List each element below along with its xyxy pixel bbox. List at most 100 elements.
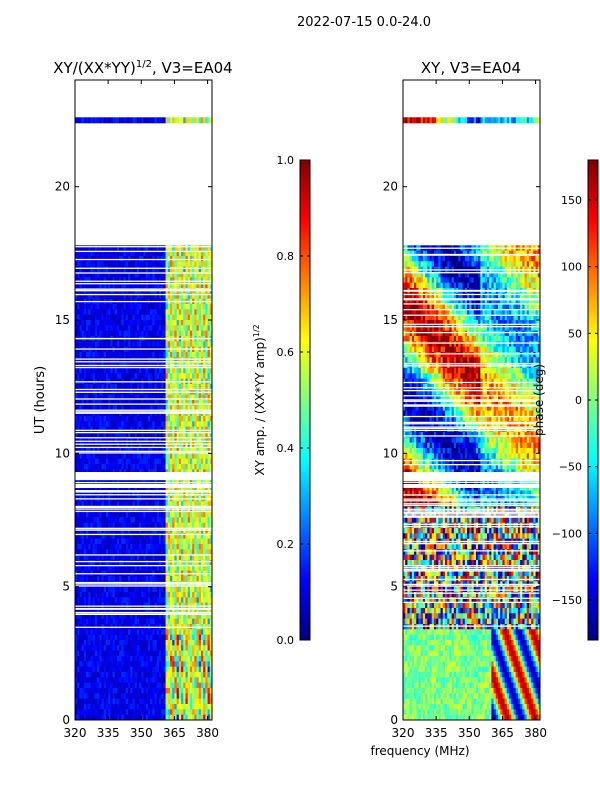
- heatmap-cell: [121, 293, 125, 300]
- heatmap-cell: [174, 432, 178, 438]
- heatmap-cell: [203, 512, 206, 518]
- heatmap-cell: [97, 576, 100, 582]
- heatmap-cell: [165, 117, 169, 124]
- heatmap-cell: [209, 613, 212, 620]
- heatmap-cell: [174, 405, 178, 412]
- heatmap-cell: [75, 266, 78, 273]
- heatmap-cell: [75, 464, 78, 470]
- heatmap-cell: [207, 634, 211, 641]
- heatmap-cell: [125, 293, 129, 300]
- heatmap-cell: [86, 272, 89, 278]
- heatmap-cell: [110, 613, 114, 620]
- heatmap-cell: [198, 368, 202, 374]
- heatmap-cell: [139, 266, 142, 273]
- heatmap-cell: [147, 394, 151, 401]
- heatmap-cell: [176, 613, 180, 620]
- heatmap-cell: [114, 421, 118, 428]
- heatmap-cell: [125, 352, 129, 358]
- heatmap-cell: [79, 293, 83, 300]
- heatmap-cell: [130, 394, 134, 401]
- heatmap-cell: [150, 501, 153, 508]
- heatmap-cell: [154, 432, 158, 438]
- heatmap-cell: [125, 592, 129, 598]
- heatmap-cell: [198, 661, 202, 668]
- heatmap-cell: [125, 405, 129, 412]
- heatmap-cell: [207, 330, 211, 337]
- heatmap-cell: [147, 314, 151, 321]
- heatmap-cell: [192, 501, 195, 508]
- heatmap-cell: [94, 282, 98, 289]
- heatmap-cell: [130, 320, 134, 326]
- heatmap-cell: [141, 613, 145, 620]
- heatmap-cell: [105, 309, 109, 316]
- heatmap-cell: [139, 629, 142, 636]
- heatmap-cell: [178, 608, 182, 614]
- heatmap-cell: [77, 544, 81, 550]
- heatmap-cell: [209, 266, 212, 273]
- heatmap-cell: [185, 453, 189, 460]
- heatmap-cell: [75, 432, 78, 438]
- heatmap-cell: [183, 501, 187, 508]
- heatmap-cell: [134, 325, 138, 332]
- heatmap-cell: [88, 608, 92, 614]
- heatmap-cell: [103, 261, 107, 268]
- heatmap-cell: [139, 272, 142, 278]
- heatmap-cell: [116, 432, 120, 438]
- heatmap-cell: [105, 656, 109, 662]
- heatmap-cell: [75, 554, 78, 561]
- heatmap-cell: [185, 426, 189, 433]
- heatmap-cell: [163, 586, 167, 593]
- heatmap-cell: [86, 405, 89, 412]
- heatmap-cell: [198, 533, 202, 540]
- heatmap-cell: [167, 368, 171, 374]
- heatmap-cell: [170, 250, 173, 257]
- heatmap-cell: [165, 266, 169, 273]
- heatmap-cell: [79, 437, 83, 444]
- heatmap-cell: [125, 437, 129, 444]
- heatmap-cell: [75, 394, 78, 401]
- heatmap-cell: [150, 293, 153, 300]
- heatmap-cell: [121, 341, 125, 348]
- heatmap-cell: [167, 293, 171, 300]
- heatmap-cell: [194, 560, 198, 566]
- heatmap-cell: [172, 560, 176, 566]
- heatmap-cell: [178, 341, 182, 348]
- heatmap-cell: [209, 250, 212, 257]
- heatmap-cell: [200, 464, 204, 470]
- heatmap-cell: [209, 549, 212, 556]
- heatmap-cell: [189, 437, 193, 444]
- heatmap-cell: [97, 501, 100, 508]
- heatmap-cell: [110, 522, 114, 529]
- heatmap-cell: [123, 608, 127, 614]
- heatmap-cell: [86, 341, 89, 348]
- heatmap-cell: [105, 442, 109, 449]
- heatmap-cell: [176, 618, 180, 625]
- heatmap-cell: [110, 293, 114, 300]
- heatmap-cell: [130, 416, 134, 422]
- heatmap-cell: [172, 586, 176, 593]
- heatmap-cell: [174, 325, 178, 332]
- heatmap-cell: [134, 266, 138, 273]
- heatmap-cell: [94, 586, 98, 593]
- heatmap-cell: [141, 549, 145, 556]
- heatmap-cell: [143, 485, 147, 492]
- heatmap-cell: [154, 485, 158, 492]
- heatmap-cell: [203, 533, 206, 540]
- heatmap-cell: [110, 394, 114, 401]
- heatmap-cell: [145, 309, 149, 316]
- heatmap-cell: [158, 538, 162, 545]
- heatmap-cell: [143, 650, 147, 657]
- heatmap-cell: [136, 613, 140, 620]
- heatmap-cell: [105, 330, 109, 337]
- heatmap-cell: [125, 629, 129, 636]
- heatmap-cell: [183, 613, 187, 620]
- heatmap-cell: [75, 565, 78, 572]
- heatmap-cell: [167, 549, 171, 556]
- heatmap-cell: [86, 117, 89, 124]
- heatmap-cell: [170, 645, 173, 652]
- heatmap-cell: [150, 117, 153, 124]
- heatmap-cell: [92, 554, 96, 561]
- heatmap-cell: [143, 528, 147, 534]
- heatmap-cell: [81, 314, 85, 321]
- heatmap-cell: [123, 250, 127, 257]
